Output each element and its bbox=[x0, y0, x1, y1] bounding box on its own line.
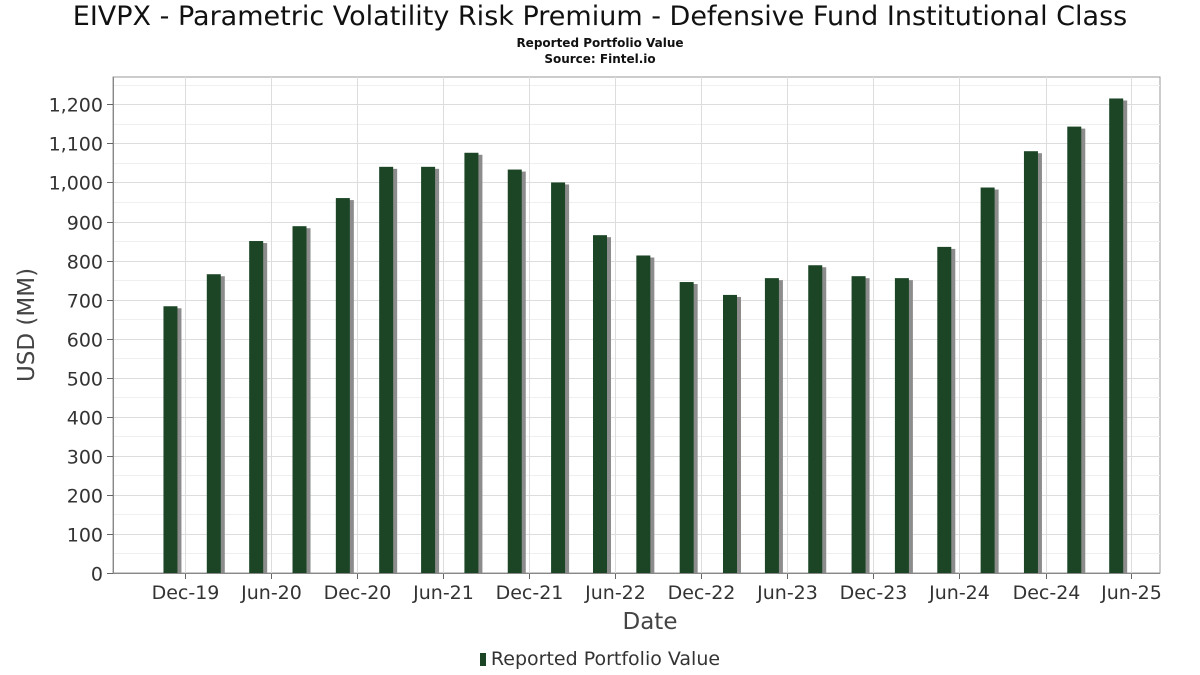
bar bbox=[249, 241, 264, 573]
x-tick-label: Dec-24 bbox=[1013, 582, 1081, 604]
x-tick-label: Dec-20 bbox=[324, 582, 392, 604]
bar bbox=[1023, 151, 1038, 574]
x-axis-label: Date bbox=[623, 609, 678, 635]
x-tick-label: Jun-23 bbox=[756, 582, 818, 604]
y-tick-label: 1,100 bbox=[49, 134, 103, 156]
axes: 0 100 200 300 400 500 600 700 800 900 1,000 1,100 1,… bbox=[49, 77, 1162, 604]
y-tick-label: 400 bbox=[67, 408, 103, 430]
bar bbox=[507, 169, 522, 574]
y-tick-label: 1,000 bbox=[49, 173, 103, 195]
y-tick-label: 300 bbox=[67, 447, 103, 469]
chart-subtitle-line-2: Source: Fintel.io bbox=[544, 52, 656, 66]
y-tick-label: 0 bbox=[91, 564, 103, 586]
bar bbox=[894, 278, 909, 573]
bar bbox=[551, 182, 566, 573]
x-tick-label: Dec-22 bbox=[668, 582, 736, 604]
y-tick-label: 500 bbox=[67, 369, 103, 391]
x-tick-label: Dec-19 bbox=[152, 582, 220, 604]
bar bbox=[1109, 98, 1124, 573]
bar bbox=[808, 265, 823, 573]
bar bbox=[379, 166, 394, 573]
y-tick-label: 700 bbox=[67, 291, 103, 313]
bar bbox=[592, 235, 607, 574]
bar bbox=[1067, 126, 1082, 573]
bar bbox=[980, 187, 995, 573]
legend-label: Reported Portfolio Value bbox=[490, 648, 721, 670]
bar bbox=[722, 294, 737, 573]
y-tick-label: 1,200 bbox=[49, 95, 103, 117]
y-axis-label: USD (MM) bbox=[14, 268, 40, 382]
bar bbox=[764, 278, 779, 573]
y-tick-label: 900 bbox=[67, 213, 103, 235]
bar bbox=[206, 274, 221, 573]
y-tick-label: 600 bbox=[67, 330, 103, 352]
legend: Reported Portfolio Value bbox=[0, 647, 1200, 671]
bar bbox=[163, 306, 178, 573]
x-tick-label: Jun-22 bbox=[584, 582, 646, 604]
bar bbox=[679, 282, 694, 573]
chart-subtitle-line-1: Reported Portfolio Value bbox=[516, 36, 684, 50]
x-tick-label: Jun-20 bbox=[240, 582, 302, 604]
x-tick-label: Dec-21 bbox=[496, 582, 564, 604]
bar bbox=[292, 226, 307, 573]
chart-title: EIVPX - Parametric Volatility Risk Premi… bbox=[72, 1, 1128, 32]
bar bbox=[851, 276, 866, 573]
y-tick-label: 100 bbox=[67, 525, 103, 547]
legend-swatch bbox=[479, 653, 486, 666]
bar bbox=[421, 166, 436, 573]
bars bbox=[163, 98, 1128, 574]
bar bbox=[937, 246, 952, 573]
bar bbox=[335, 198, 350, 573]
x-tick-label: Jun-25 bbox=[1100, 582, 1162, 604]
y-tick-label: 800 bbox=[67, 252, 103, 274]
x-tick-label: Jun-24 bbox=[928, 582, 990, 604]
bar bbox=[464, 152, 479, 574]
x-tick-label: Jun-21 bbox=[412, 582, 474, 604]
x-tick-label: Dec-23 bbox=[840, 582, 908, 604]
y-tick-label: 200 bbox=[67, 486, 103, 508]
bar bbox=[636, 255, 651, 574]
